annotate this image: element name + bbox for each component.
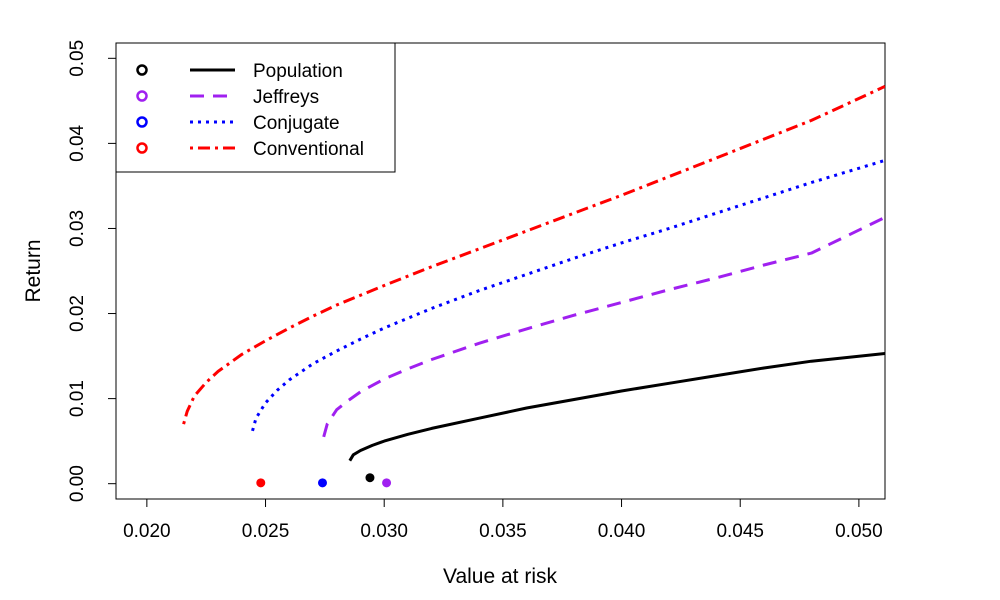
legend-marker-conventional [136, 142, 148, 154]
series-line-conjugate [251, 158, 885, 432]
x-tick-label: 0.040 [598, 521, 646, 542]
y-tick-label: 0.01 [67, 380, 88, 417]
legend-label-conventional: Conventional [253, 139, 364, 160]
x-tick-label: 0.025 [242, 521, 290, 542]
x-tick-label: 0.035 [479, 521, 527, 542]
x-tick-label: 0.050 [835, 521, 883, 542]
y-axis-label: Return [22, 239, 45, 302]
series-layer [182, 85, 885, 462]
point-conventional [256, 478, 266, 488]
point-conjugate [317, 478, 327, 488]
x-tick-label: 0.030 [360, 521, 408, 542]
x-tick-label: 0.020 [123, 521, 171, 542]
legend: Population Jeffreys Conjugate Conventional [115, 42, 396, 173]
point-population [365, 473, 375, 483]
legend-marker-jeffreys [136, 90, 148, 102]
legend-label-conjugate: Conjugate [253, 113, 340, 134]
y-tick-label: 0.04 [67, 124, 88, 161]
y-tick-label: 0.00 [67, 465, 88, 502]
points-layer [256, 473, 392, 488]
axes-layer: 0.020 0.025 0.030 0.035 0.040 0.045 0.050 0.00 0… [67, 40, 883, 542]
x-axis-label: Value at risk [443, 565, 557, 588]
legend-label-population: Population [253, 61, 343, 82]
x-tick-label: 0.045 [716, 521, 764, 542]
y-tick-label: 0.02 [67, 295, 88, 332]
series-line-jeffreys [322, 216, 885, 438]
legend-box [115, 42, 396, 173]
legend-marker-population [136, 64, 148, 76]
legend-marker-conjugate [136, 116, 148, 128]
series-line-conventional [182, 85, 885, 425]
point-jeffreys [382, 478, 392, 488]
legend-label-jeffreys: Jeffreys [253, 87, 319, 108]
y-tick-label: 0.03 [67, 210, 88, 247]
y-tick-label: 0.05 [67, 40, 88, 77]
series-line-population [348, 352, 885, 462]
